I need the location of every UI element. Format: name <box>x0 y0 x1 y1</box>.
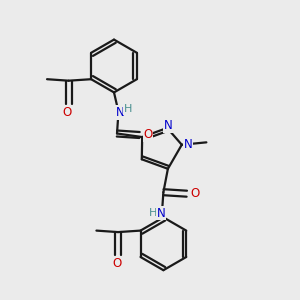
Text: N: N <box>157 207 165 220</box>
Text: O: O <box>190 187 200 200</box>
Text: N: N <box>184 138 193 151</box>
Text: H: H <box>149 208 158 218</box>
Text: N: N <box>116 106 124 119</box>
Text: H: H <box>124 104 132 115</box>
Text: O: O <box>112 257 121 270</box>
Text: O: O <box>62 106 72 119</box>
Text: O: O <box>143 128 152 142</box>
Text: N: N <box>164 119 173 132</box>
